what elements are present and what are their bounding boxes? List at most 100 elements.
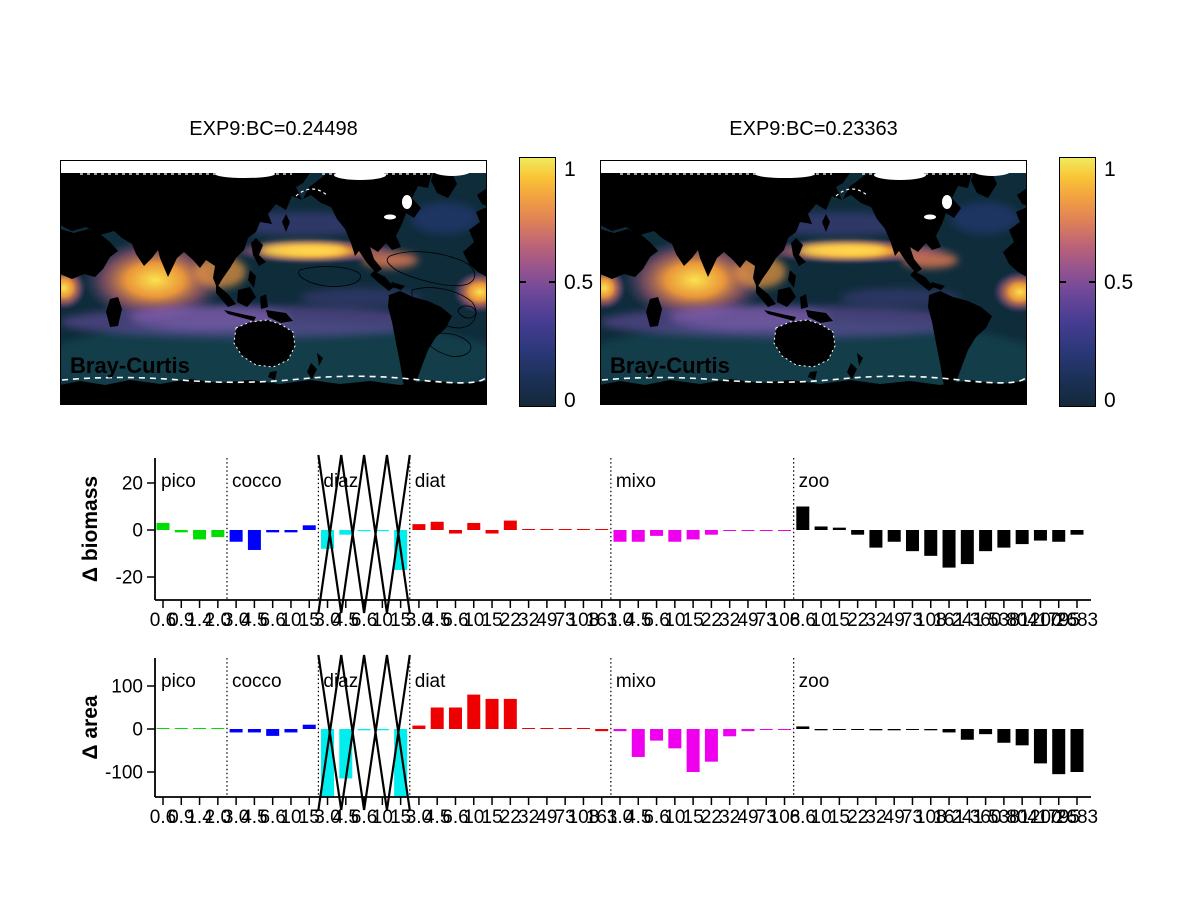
x-tick-label: 3.0 (223, 807, 249, 828)
group-label-diaz: diaz (323, 471, 358, 492)
bar-zoo (924, 530, 938, 556)
y-axis-label: Δ area (79, 695, 102, 759)
bar-pico (174, 530, 188, 533)
x-tick-label: 22 (847, 807, 868, 828)
bar-zoo (832, 527, 846, 530)
landmass (1003, 207, 1027, 277)
landmass (971, 171, 997, 198)
bar-zoo (851, 530, 865, 535)
bar-pico (193, 728, 207, 729)
bar-mixo (650, 530, 664, 536)
x-tick-label: 10 (811, 610, 832, 631)
bar-diat (558, 529, 572, 530)
landmass (928, 291, 992, 399)
landmass (251, 238, 266, 266)
x-tick-label: 49 (884, 610, 905, 631)
band-core (259, 243, 347, 257)
landmass (600, 173, 850, 288)
left-edge-hotspot (60, 266, 86, 310)
x-tick-label: 1.4 (186, 807, 213, 828)
bar-mixo (650, 729, 664, 741)
x-tick-label: 4.5 (625, 610, 651, 631)
x-tick-label: 4.5 (424, 807, 450, 828)
bar-diat (522, 529, 536, 530)
bar-diat (540, 529, 554, 530)
group-label-cocco: cocco (232, 471, 282, 492)
bar-zoo (869, 530, 883, 548)
x-tick-label: 15 (481, 807, 502, 828)
landmass (60, 379, 487, 405)
bar-zoo (832, 729, 846, 730)
bar-diaz (357, 530, 371, 532)
x-tick-label: 108 (769, 610, 801, 631)
bar-zoo (1033, 729, 1047, 764)
arctic-nodata-patch (755, 170, 815, 178)
landmass (764, 310, 796, 321)
australia-coast-dashes (233, 319, 296, 368)
landmass (808, 371, 817, 380)
great-lakes (384, 214, 396, 220)
x-tick-label: 6.6 (351, 610, 377, 631)
landmass (1017, 188, 1027, 206)
x-tick-label: 3.0 (406, 610, 432, 631)
group-label-mixo: mixo (616, 471, 656, 492)
x-tick-label: 3.0 (223, 610, 249, 631)
y-tick-label: -100 (105, 763, 143, 784)
bar-mixo (631, 729, 645, 757)
colorbar-label-0: 0 (564, 389, 576, 412)
bar-pico (156, 522, 170, 530)
x-tick-label: 32 (719, 610, 740, 631)
landmass (477, 188, 487, 206)
bar-diat (540, 728, 554, 729)
bar-mixo (668, 729, 682, 749)
x-tick-label: 32 (719, 807, 740, 828)
bar-diat (576, 529, 590, 530)
landmass (806, 310, 833, 323)
x-tick-label: 3.0 (607, 610, 633, 631)
x-tick-label: 49 (884, 807, 905, 828)
x-tick-label: 6.6 (351, 807, 377, 828)
bar-zoo (1052, 729, 1066, 775)
bar-zoo (887, 530, 901, 542)
x-tick-label: 4.5 (333, 610, 359, 631)
map-label-right: Bray-Curtis (610, 353, 730, 378)
x-tick-label: 2.0 (205, 610, 231, 631)
x-tick-label: 15 (299, 610, 320, 631)
bray-curtis-map-left: Bray-Curtis (60, 160, 487, 405)
x-tick-label: 15 (390, 807, 411, 828)
bar-zoo (997, 729, 1011, 743)
bar-zoo (1015, 729, 1029, 746)
landmass (822, 214, 830, 232)
bar-pico (174, 728, 188, 729)
landmass (910, 271, 934, 291)
x-tick-label: 10 (372, 610, 393, 631)
bray-curtis-map-right: Bray-Curtis (600, 160, 1027, 405)
y-axis-label: Δ biomass (79, 476, 102, 582)
colorbar-tick-mark (1089, 281, 1095, 283)
bar-cocco (247, 729, 261, 733)
landmass (777, 287, 796, 307)
bar-cocco (284, 729, 298, 733)
x-tick-label: 73 (902, 610, 923, 631)
map-art-left (60, 160, 487, 405)
arctic-nodata-patch (215, 170, 275, 178)
bar-zoo (796, 726, 810, 729)
x-tick-label: 0.9 (168, 610, 194, 631)
x-tick-label: 4.5 (333, 807, 359, 828)
landmass (646, 297, 662, 327)
bar-chart-delta-area: pico cocco diaz diat mixo zoo 100 0 -100 0.60.91.… (79, 654, 1098, 828)
x-tick-label: 161 (933, 807, 965, 828)
bar-chart-delta-biomass: pico cocco diaz diat mixo zoo200-200.60.91.42… (79, 454, 1098, 631)
landmass (234, 320, 295, 367)
group-label-pico: pico (161, 671, 196, 692)
x-tick-label: 15 (683, 807, 704, 828)
x-tick-label: 161 (586, 610, 618, 631)
bar-diaz (375, 530, 389, 532)
landmass (260, 294, 268, 309)
colorbar-tick-mark (520, 281, 526, 283)
bar-cocco (229, 530, 243, 542)
landmass (106, 297, 122, 327)
bar-diat (485, 530, 499, 534)
bc-contour-line (386, 251, 476, 286)
landmass (388, 291, 452, 399)
